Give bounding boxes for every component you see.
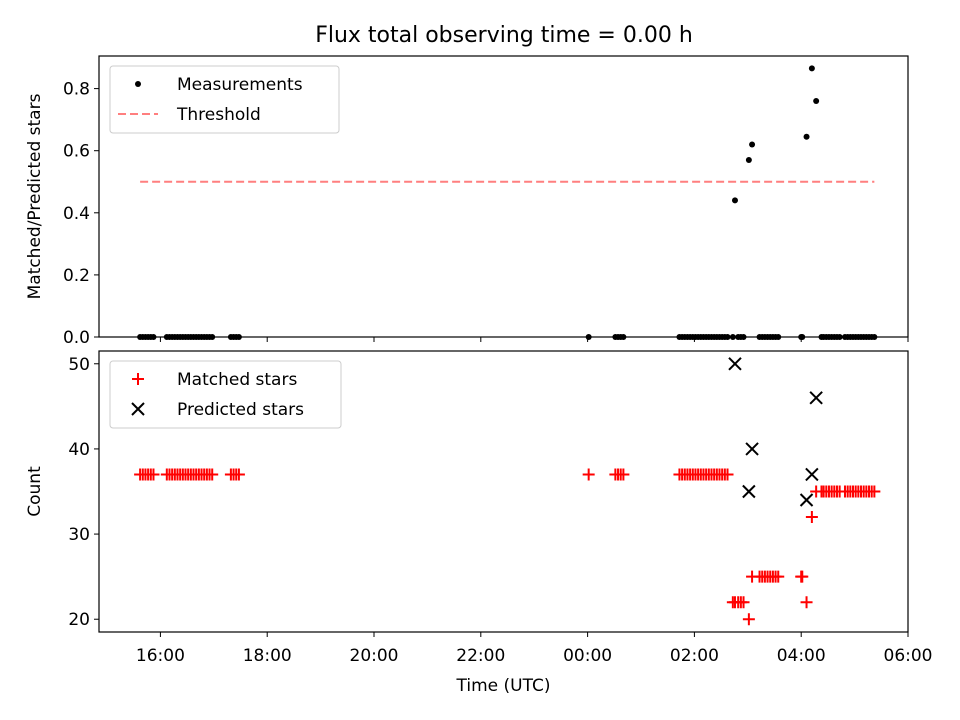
measurement-point (813, 98, 820, 105)
matched-star-point (232, 468, 245, 481)
legend-label: Predicted stars (177, 400, 304, 420)
predicted-star-point (809, 391, 823, 405)
x-tick-label: 04:00 (777, 646, 826, 666)
matched-star-point (796, 570, 809, 583)
matched-star-point (721, 468, 734, 481)
x-axis-label: Time (UTC) (456, 676, 551, 696)
legend-box (109, 360, 342, 429)
legend-box (109, 65, 340, 134)
matched-star-point (772, 570, 785, 583)
y-tick-label: 30 (68, 525, 90, 545)
y-tick-label: 0.2 (63, 266, 90, 286)
y-tick-label: 0.8 (63, 80, 90, 100)
x-tick-label: 06:00 (884, 646, 933, 666)
matched-star-point (206, 468, 219, 481)
legend-plus-icon (132, 373, 144, 385)
measurement-point (749, 141, 756, 148)
chart-title: Flux total observing time = 0.00 h (315, 23, 693, 48)
matched-star-point (617, 468, 630, 481)
y-tick-label: 50 (68, 355, 90, 375)
x-tick-label: 22:00 (456, 646, 505, 666)
y-tick-label: 0.0 (63, 328, 90, 348)
predicted-star-point (728, 357, 742, 371)
top-plot: 0.0 0.2 0.4 0.6 0.8 Matched/Predicted stars Me… (25, 55, 909, 348)
predicted-star-point (805, 467, 819, 482)
legend-label: Threshold (176, 105, 261, 125)
predicted-star-point (742, 484, 756, 499)
matched-star-point (582, 468, 595, 481)
measurement-point (803, 133, 810, 140)
y-tick-label: 20 (68, 610, 90, 630)
series-predicted-stars (728, 357, 823, 507)
legend-label: Matched stars (177, 370, 297, 390)
x-tick-label: 18:00 (243, 646, 292, 666)
predicted-star-point (799, 493, 814, 507)
y-axis-label: Count (25, 466, 45, 517)
matched-star-point (147, 468, 160, 481)
matched-star-point (800, 596, 813, 609)
series-matched-stars (134, 468, 881, 626)
matched-star-point (742, 613, 755, 626)
y-tick-label: 0.6 (63, 142, 90, 162)
y-tick-label: 40 (68, 440, 90, 460)
x-tick-label: 00:00 (563, 646, 612, 666)
plot-frame (98, 55, 909, 338)
x-tick-label: 02:00 (670, 646, 719, 666)
predicted-star-point (745, 442, 759, 456)
measurement-point (745, 157, 752, 164)
bottom-plot: 20 30 40 50 16:00 18:00 20:00 22:00 00:00 02:00 04… (25, 350, 933, 696)
x-tick-label: 20:00 (350, 646, 399, 666)
legend: Matched stars Predicted stars (109, 360, 342, 429)
plot-frame (98, 350, 909, 633)
measurement-point (808, 65, 815, 72)
matched-star-point (737, 596, 750, 609)
x-tick-label: 16:00 (136, 646, 185, 666)
legend-label: Measurements (177, 75, 303, 95)
y-axis-label: Matched/Predicted stars (25, 93, 45, 299)
legend-x-icon (131, 402, 145, 416)
y-tick-label: 0.4 (63, 204, 90, 224)
matched-star-point (868, 485, 881, 498)
measurement-point (731, 197, 738, 204)
legend: Measurements Threshold (109, 65, 340, 134)
matched-star-point (805, 511, 818, 524)
legend-dot-icon (135, 81, 141, 87)
